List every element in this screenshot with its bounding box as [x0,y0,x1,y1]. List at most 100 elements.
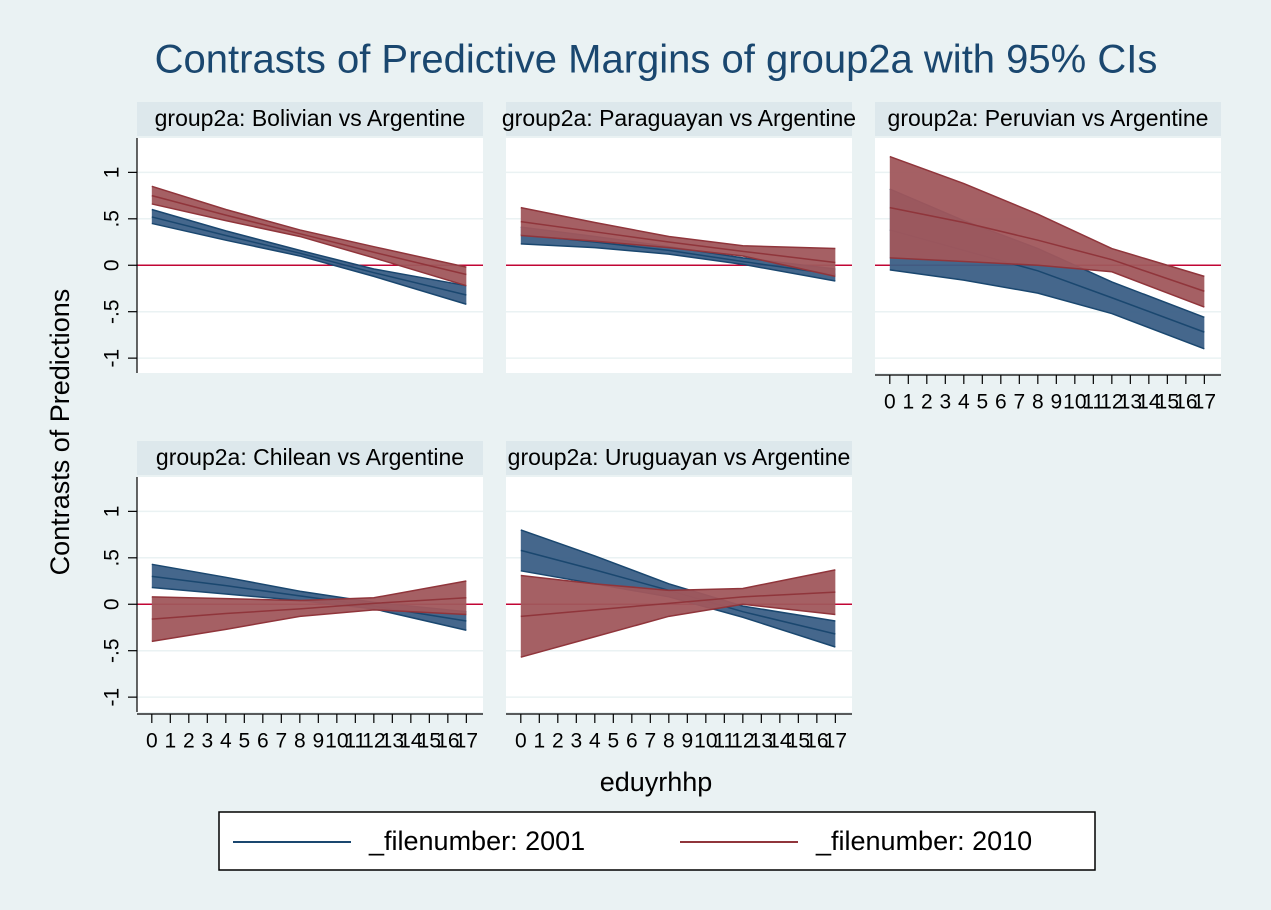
y-tick-label: .5 [101,210,124,228]
x-tick-label: 5 [238,730,250,753]
y-tick-label: -.5 [101,638,124,663]
x-tick-label: 1 [902,391,914,414]
x-tick-label: 15 [787,730,810,753]
x-tick-label: 10 [1063,391,1086,414]
x-tick-label: 4 [958,391,970,414]
x-tick-label: 5 [607,730,619,753]
ci-edge [151,222,467,305]
ci-band [151,581,467,642]
ci-edge [151,609,467,643]
x-tick-label: 6 [257,730,269,753]
ci-edge [889,155,1205,278]
ci-edge [889,269,1205,350]
ci-band [151,209,467,305]
ci-band [889,156,1205,308]
chart-title: Contrasts of Predictive Margins of group… [155,38,1158,82]
x-tick-label: 7 [1013,391,1025,414]
y-axis-label: Contrasts of Predictions [45,289,75,576]
x-tick-label: 12 [731,730,754,753]
legend-label: _filenumber: 2001 [368,826,585,856]
line [151,597,467,620]
panel-title-bar [137,102,483,136]
ci-edge [520,529,836,622]
x-tick-label: 17 [824,730,847,753]
line [151,216,467,296]
ci-band [520,207,836,277]
x-tick-label: 14 [399,730,423,753]
x-tick-label: 0 [146,730,158,753]
line [520,220,836,264]
panel-title: group2a: Chilean vs Argentine [156,444,464,470]
y-tick-label: 1 [101,167,124,179]
panel-title: group2a: Paraguayan vs Argentine [502,105,856,131]
x-tick-label: 4 [220,730,232,753]
ci-edge [151,185,467,268]
x-tick-label: 9 [681,730,693,753]
x-tick-label: 4 [589,730,601,753]
x-tick-label: 8 [294,730,306,753]
x-tick-label: 17 [1193,391,1216,414]
x-tick-label: 13 [750,730,773,753]
y-tick-label: 1 [101,506,124,518]
x-tick-label: 5 [976,391,988,414]
panel-title: group2a: Uruguayan vs Argentine [508,444,851,470]
x-tick-label: 2 [921,391,933,414]
x-tick-label: 3 [939,391,951,414]
x-axis-label: eduyrhhp [600,767,713,797]
x-tick-label: 11 [1082,391,1104,414]
x-tick-label: 9 [1050,391,1062,414]
x-tick-label: 12 [1100,391,1123,414]
x-tick-label: 12 [362,730,385,753]
x-tick-label: 16 [1174,391,1197,414]
x-tick-label: 14 [1137,391,1161,414]
ci-edge [520,243,836,282]
ci-edge [151,203,467,287]
x-tick-label: 3 [201,730,213,753]
panel-title: group2a: Peruvian vs Argentine [888,105,1209,131]
x-tick-label: 0 [884,391,896,414]
x-tick-label: 8 [1032,391,1044,414]
x-tick-label: 15 [1156,391,1179,414]
ci-edge [889,257,1205,308]
x-tick-label: 3 [570,730,582,753]
y-tick-label: -1 [101,688,124,707]
panel-title-bar [506,102,852,136]
x-tick-label: 1 [164,730,176,753]
x-tick-label: 0 [515,730,527,753]
x-tick-label: 7 [275,730,287,753]
x-tick-label: 17 [455,730,478,753]
x-tick-label: 2 [183,730,195,753]
x-tick-label: 10 [694,730,717,753]
ci-edge [520,569,836,592]
ci-edge [520,603,836,658]
legend-label: _filenumber: 2010 [815,826,1032,856]
x-tick-label: 1 [533,730,545,753]
x-tick-label: 13 [1119,391,1142,414]
x-tick-label: 9 [312,730,324,753]
x-tick-label: 10 [325,730,348,753]
x-tick-label: 14 [768,730,792,753]
x-tick-label: 6 [626,730,638,753]
line [889,206,1205,292]
legend-box [218,811,1096,871]
line [520,591,836,618]
x-tick-label: 6 [995,391,1007,414]
x-tick-label: 11 [713,730,735,753]
line [151,194,467,276]
y-tick-label: -1 [101,349,124,368]
ci-band [520,529,836,647]
panel-title-bar [137,441,483,475]
panel-title: group2a: Bolivian vs Argentine [155,105,466,131]
x-tick-label: 2 [552,730,564,753]
y-tick-label: -.5 [101,299,124,324]
panel-title-bar [506,441,852,475]
ci-edge [151,208,467,287]
x-tick-label: 7 [644,730,656,753]
ci-edge [520,206,836,250]
x-tick-label: 11 [344,730,366,753]
y-tick-label: 0 [101,598,124,610]
ci-edge [520,234,836,278]
x-tick-label: 16 [436,730,459,753]
ci-edge [151,580,467,602]
